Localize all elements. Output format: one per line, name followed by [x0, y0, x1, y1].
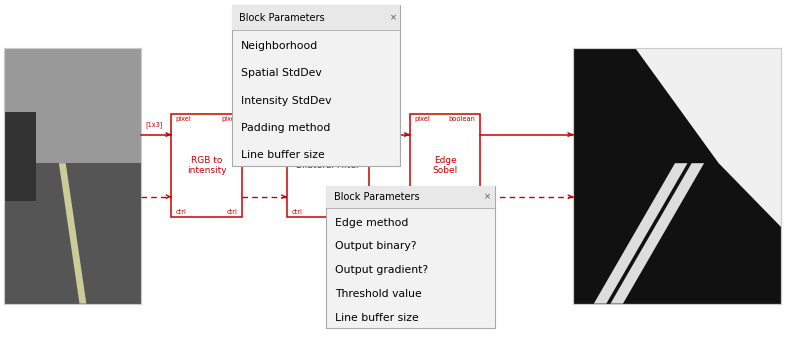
- Text: ctrl: ctrl: [226, 209, 237, 215]
- Text: ctrl: ctrl: [353, 209, 364, 215]
- Polygon shape: [611, 163, 704, 304]
- Polygon shape: [593, 163, 688, 304]
- Text: Threshold value: Threshold value: [335, 289, 422, 299]
- Text: Output gradient?: Output gradient?: [335, 265, 429, 275]
- FancyBboxPatch shape: [287, 114, 369, 217]
- Text: Block Parameters: Block Parameters: [239, 13, 325, 23]
- FancyBboxPatch shape: [171, 114, 242, 217]
- Text: ctrl: ctrl: [176, 209, 187, 215]
- Text: Bilateral Filter: Bilateral Filter: [296, 161, 360, 170]
- FancyBboxPatch shape: [232, 5, 400, 166]
- Polygon shape: [635, 48, 781, 227]
- Text: Output binary?: Output binary?: [335, 241, 417, 252]
- Text: ctrl: ctrl: [414, 209, 425, 215]
- Text: pixel: pixel: [176, 116, 192, 122]
- Text: ×: ×: [390, 13, 396, 22]
- Text: Line buffer size: Line buffer size: [335, 313, 419, 323]
- Text: ×: ×: [484, 193, 491, 202]
- FancyBboxPatch shape: [4, 48, 141, 163]
- FancyBboxPatch shape: [4, 163, 141, 304]
- Text: pixel: pixel: [414, 116, 430, 122]
- Text: pixel: pixel: [291, 116, 307, 122]
- FancyBboxPatch shape: [232, 5, 400, 30]
- FancyBboxPatch shape: [5, 112, 36, 201]
- Text: Spatial StdDev: Spatial StdDev: [241, 68, 322, 78]
- Text: [1x3]: [1x3]: [145, 121, 162, 128]
- FancyBboxPatch shape: [4, 48, 141, 304]
- Text: pixel: pixel: [221, 116, 237, 122]
- Text: Edge
Sobel: Edge Sobel: [433, 156, 458, 175]
- Text: Th: Th: [429, 225, 438, 231]
- Text: RGB to
intensity: RGB to intensity: [187, 156, 226, 175]
- Text: Neighborhood: Neighborhood: [241, 41, 318, 51]
- FancyBboxPatch shape: [410, 114, 480, 217]
- Text: uint8: uint8: [291, 102, 309, 108]
- Text: ctrl: ctrl: [291, 209, 302, 215]
- Text: uint8: uint8: [347, 102, 364, 108]
- Text: boolean: boolean: [449, 116, 476, 122]
- Text: Intensity StdDev: Intensity StdDev: [241, 96, 331, 106]
- Text: Block Parameters: Block Parameters: [334, 192, 419, 202]
- Text: pixelcontrol: pixelcontrol: [436, 209, 476, 215]
- Text: Line buffer size: Line buffer size: [241, 150, 325, 160]
- Text: Padding method: Padding method: [241, 122, 330, 132]
- FancyBboxPatch shape: [326, 186, 495, 328]
- Text: Edge method: Edge method: [335, 218, 408, 228]
- FancyBboxPatch shape: [326, 186, 495, 208]
- Polygon shape: [59, 163, 86, 304]
- Text: pixel: pixel: [349, 116, 364, 122]
- FancyBboxPatch shape: [573, 48, 781, 304]
